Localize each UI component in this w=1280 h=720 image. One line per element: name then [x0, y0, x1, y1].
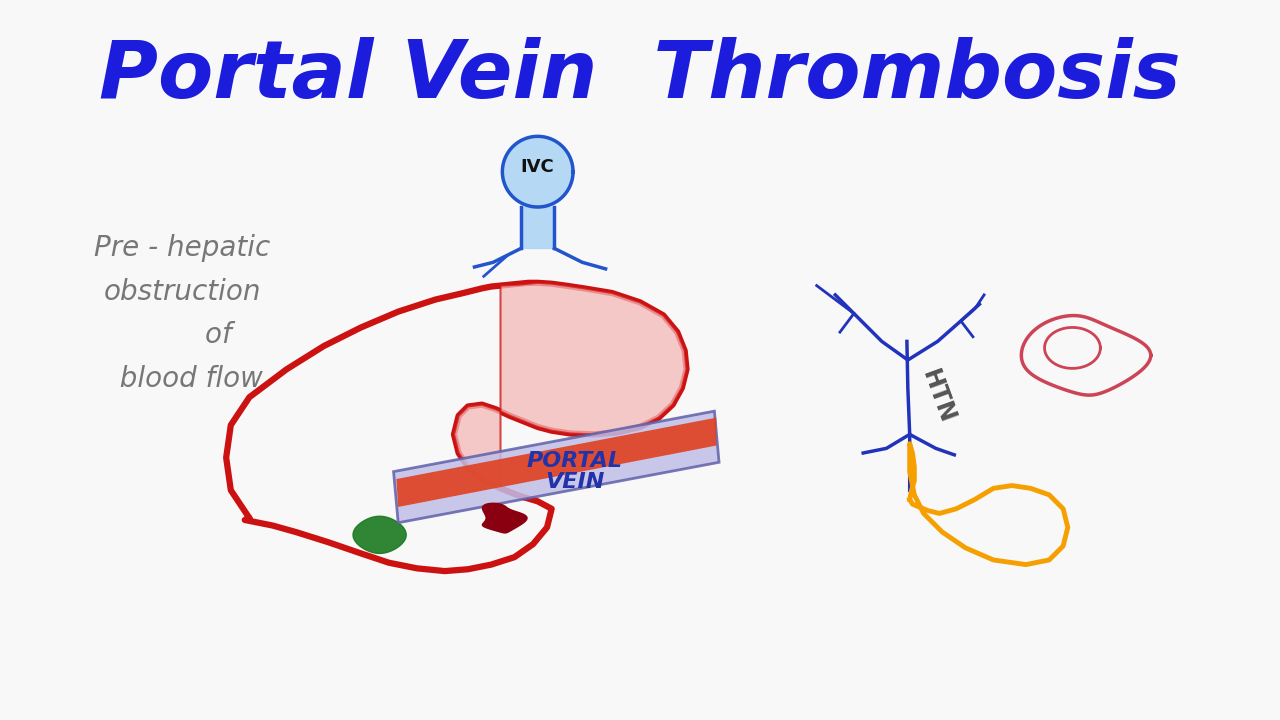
Text: IVC: IVC [521, 158, 554, 176]
Polygon shape [454, 283, 686, 488]
Text: Pre - hepatic
obstruction
        of
  blood flow: Pre - hepatic obstruction of blood flow [95, 235, 270, 392]
Polygon shape [353, 516, 406, 554]
Polygon shape [502, 136, 573, 207]
Polygon shape [483, 503, 527, 533]
Text: HTN: HTN [916, 367, 959, 428]
Text: Portal Vein  Thrombosis: Portal Vein Thrombosis [99, 37, 1181, 115]
Polygon shape [393, 411, 719, 523]
Polygon shape [397, 418, 717, 507]
Text: PORTAL
VEIN: PORTAL VEIN [527, 451, 623, 492]
